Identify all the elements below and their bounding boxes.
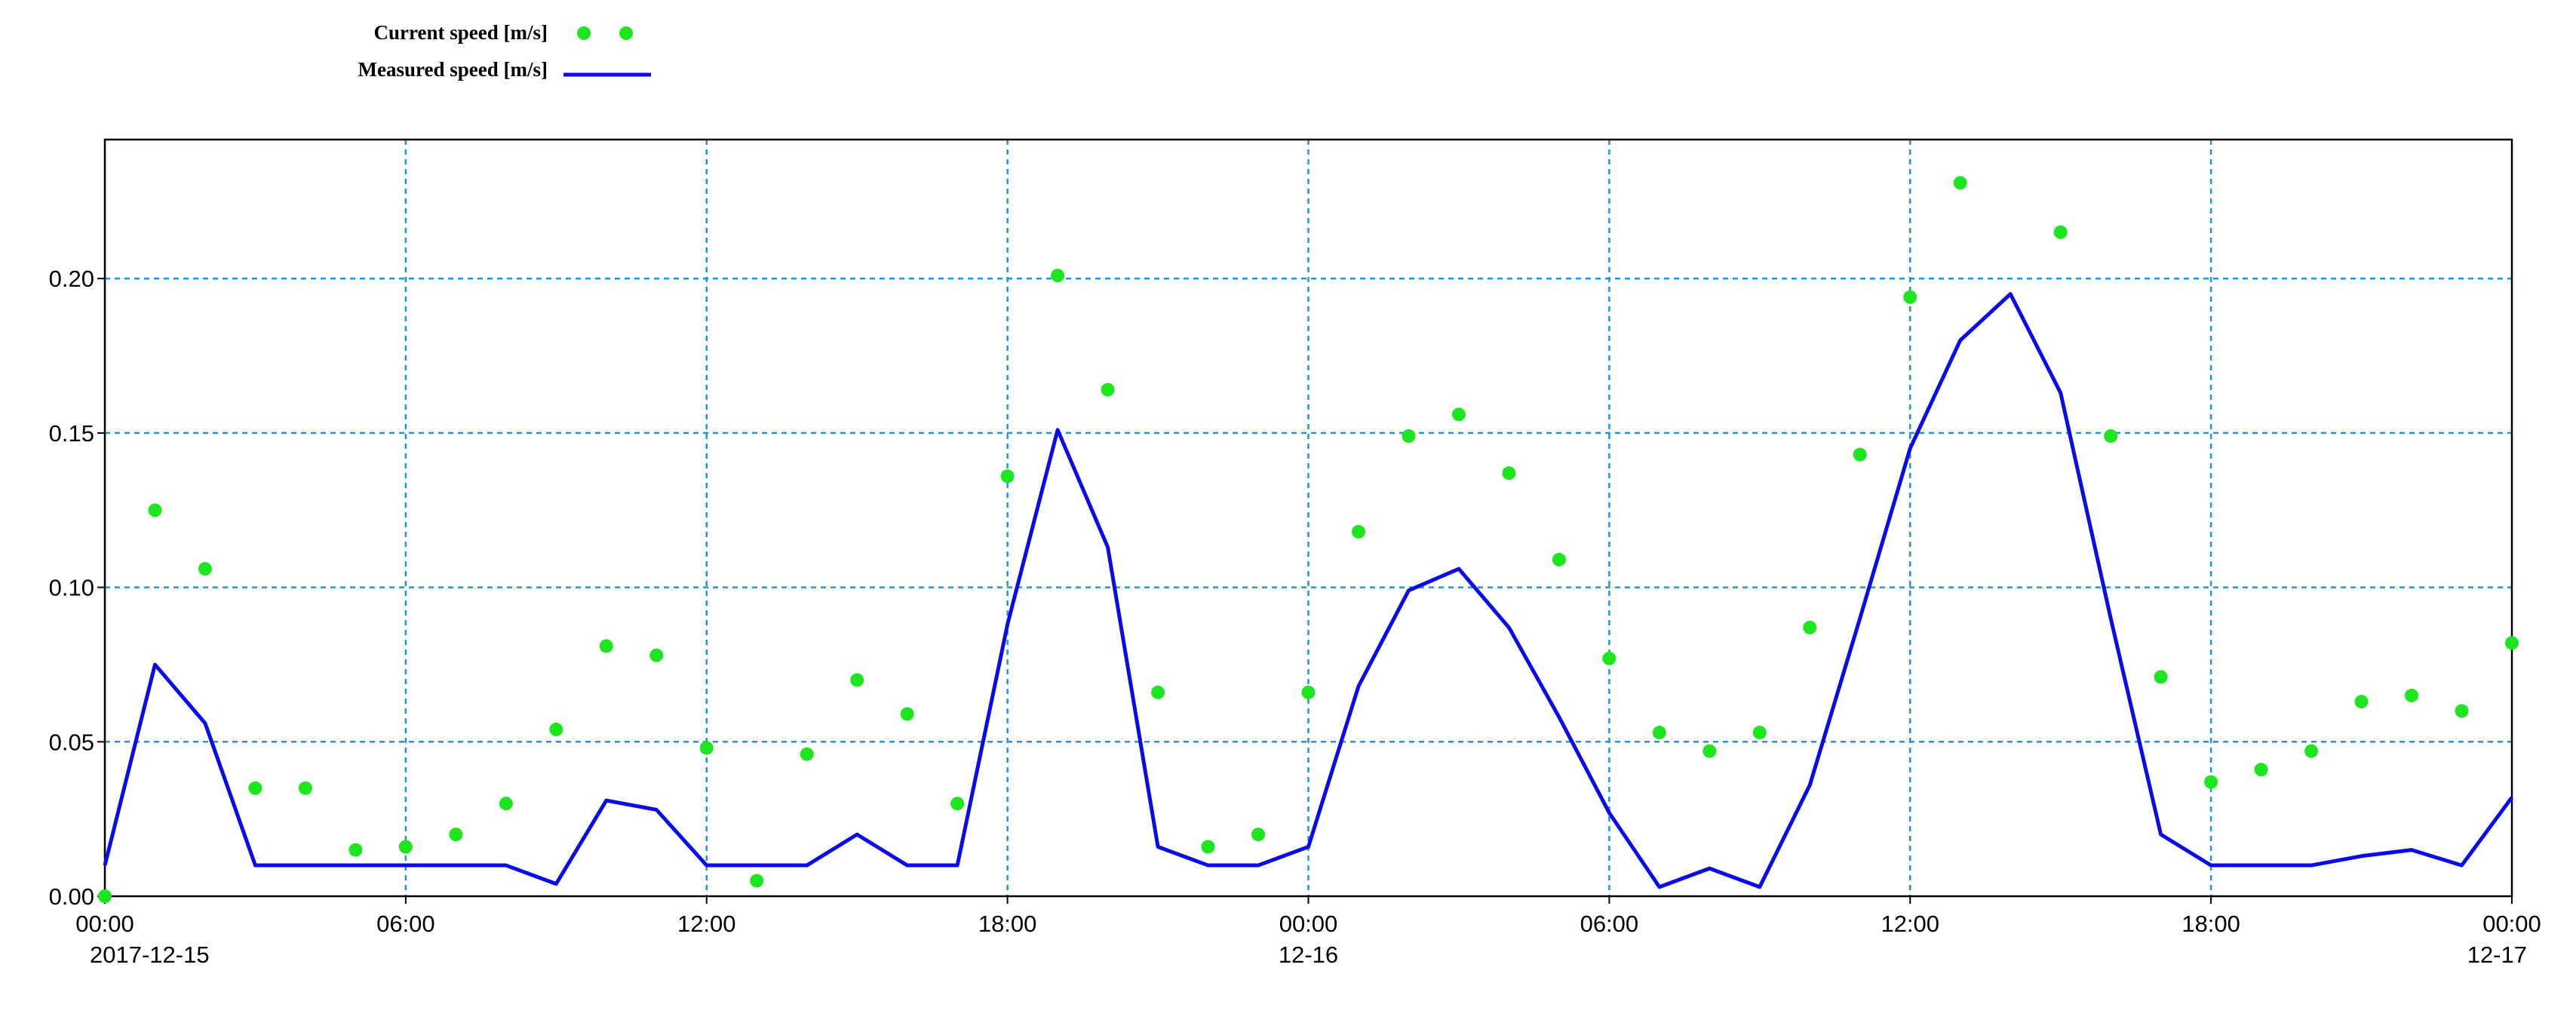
- data-point: [2455, 704, 2469, 718]
- data-point: [2154, 670, 2168, 684]
- data-point: [198, 562, 212, 576]
- data-point: [248, 781, 263, 795]
- data-point: [549, 722, 563, 736]
- data-point: [1502, 466, 1516, 481]
- legend-label: Current speed [m/s]: [374, 21, 548, 44]
- y-tick-label: 0.15: [49, 420, 94, 447]
- data-point: [599, 639, 613, 653]
- data-point: [1402, 429, 1416, 444]
- data-point: [1101, 382, 1115, 397]
- data-point: [1953, 176, 1967, 190]
- plot-frame: [103, 138, 2513, 898]
- data-point: [499, 797, 513, 811]
- data-point: [398, 840, 413, 854]
- data-point: [1351, 524, 1365, 539]
- x-tick-label: 2017-12-15: [90, 941, 210, 968]
- data-point: [98, 889, 112, 903]
- data-point: [2254, 763, 2268, 777]
- legend-marker: [577, 26, 591, 40]
- y-tick-label: 0.20: [49, 266, 94, 292]
- x-tick-label: 00:00: [1279, 911, 1338, 937]
- data-line: [103, 292, 2514, 889]
- data-point: [348, 843, 363, 857]
- data-point: [298, 781, 312, 795]
- x-tick-label: 12-17: [2467, 941, 2527, 968]
- data-point: [1652, 726, 1666, 740]
- x-tick-label: 12:00: [1881, 911, 1939, 937]
- data-point: [449, 828, 463, 842]
- x-tick-label: 00:00: [2482, 911, 2541, 937]
- data-point: [1451, 407, 1466, 422]
- data-point: [2053, 225, 2068, 239]
- data-point: [1151, 685, 1165, 699]
- x-tick-label: 06:00: [376, 911, 435, 937]
- data-point: [2505, 636, 2519, 650]
- legend-label: Measured speed [m/s]: [358, 58, 548, 81]
- data-point: [1301, 685, 1316, 699]
- data-point: [2304, 744, 2319, 758]
- data-point: [649, 648, 664, 662]
- data-point: [2204, 775, 2218, 789]
- data-point: [1602, 651, 1617, 665]
- data-point: [1803, 620, 1817, 634]
- data-point: [699, 741, 714, 755]
- x-tick-label: 00:00: [75, 911, 134, 937]
- data-point: [2354, 695, 2369, 709]
- data-point: [1552, 552, 1566, 567]
- y-tick-label: 0.10: [49, 575, 94, 601]
- data-point: [2405, 688, 2419, 702]
- x-tick-label: 06:00: [1580, 911, 1639, 937]
- data-point: [950, 797, 965, 811]
- data-point: [1051, 269, 1065, 283]
- x-tick-label: 18:00: [978, 911, 1037, 937]
- y-tick-label: 0.00: [49, 883, 94, 910]
- data-point: [1000, 469, 1015, 484]
- data-point: [148, 503, 162, 518]
- y-tick-label: 0.05: [49, 729, 94, 755]
- data-point: [1903, 290, 1917, 304]
- data-point: [750, 874, 764, 888]
- data-point: [1251, 828, 1266, 842]
- data-point: [900, 707, 914, 721]
- data-point: [1702, 744, 1717, 758]
- x-tick-label: 12-16: [1279, 941, 1338, 968]
- x-tick-label: 18:00: [2181, 911, 2240, 937]
- data-point: [850, 673, 864, 687]
- x-tick-label: 12:00: [677, 911, 736, 937]
- data-point: [1853, 447, 1867, 462]
- data-point: [1201, 840, 1215, 854]
- data-point: [800, 747, 814, 761]
- data-point: [1752, 726, 1767, 740]
- legend-marker: [619, 26, 633, 40]
- data-point: [2104, 429, 2118, 444]
